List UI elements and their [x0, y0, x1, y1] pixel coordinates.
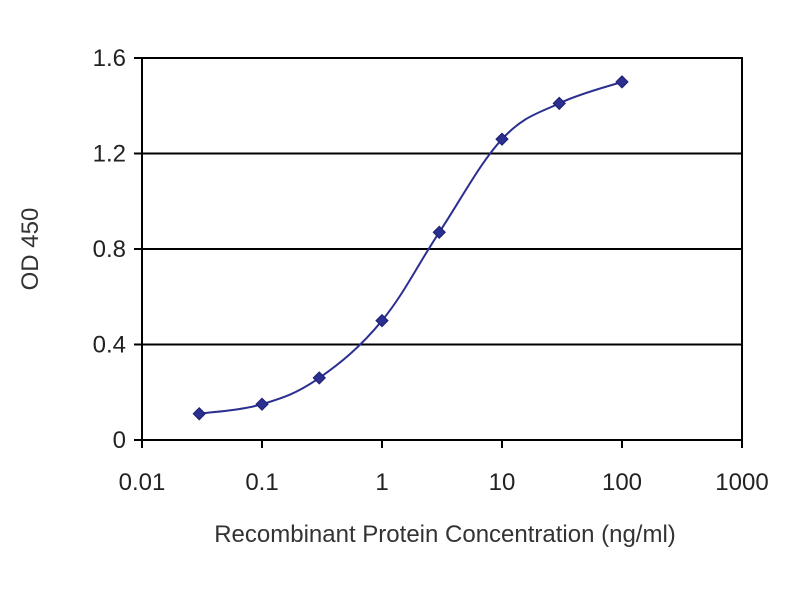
- data-point-3: [375, 313, 389, 328]
- x-tick-label-0: 0.01: [119, 469, 166, 496]
- y-tick-label-0: 0: [113, 427, 126, 454]
- y-tick-label-2: 0.8: [93, 236, 126, 263]
- series-line: [199, 80, 623, 415]
- data-point-5: [495, 132, 509, 146]
- x-tick-label-4: 100: [602, 469, 642, 496]
- data-point-7: [615, 75, 629, 89]
- data-point-1: [255, 397, 269, 411]
- grid-lines: [142, 152, 742, 346]
- x-axis-label: Recombinant Protein Concentration (ng/ml…: [214, 521, 676, 548]
- data-point-2: [312, 371, 326, 385]
- y-tick-label-3: 1.2: [93, 141, 126, 168]
- y-axis-label: OD 450: [17, 208, 44, 291]
- data-points: [192, 75, 629, 421]
- data-point-0: [192, 407, 206, 421]
- data-point-4: [432, 225, 446, 239]
- y-tick-label-1: 0.4: [93, 332, 126, 359]
- x-axis-ticks: 0.01 0.1 1 10 100 1000: [119, 440, 769, 496]
- y-tick-label-4: 1.6: [93, 45, 126, 72]
- y-axis-ticks: 0 0.4 0.8 1.2 1.6: [93, 45, 142, 454]
- x-tick-label-3: 10: [489, 469, 516, 496]
- x-tick-label-1: 0.1: [245, 469, 278, 496]
- x-tick-label-2: 1: [375, 469, 388, 496]
- x-tick-label-5: 1000: [715, 469, 768, 496]
- data-point-6: [552, 96, 566, 111]
